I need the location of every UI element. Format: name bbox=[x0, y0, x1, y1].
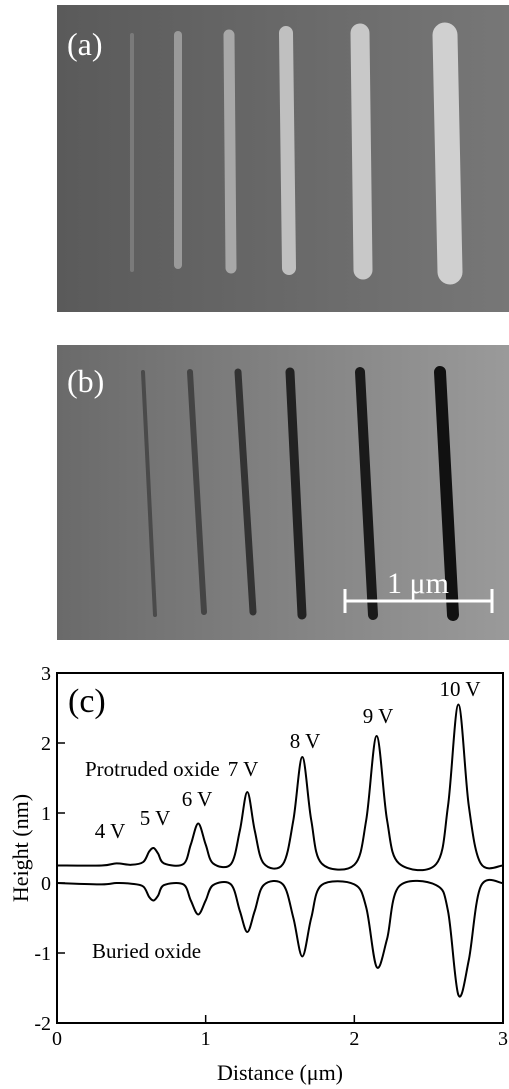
annotation: 10 V bbox=[439, 677, 480, 701]
panel-a: (a) bbox=[57, 5, 509, 312]
annotation: 8 V bbox=[290, 729, 321, 753]
panel-label: (a) bbox=[67, 26, 103, 62]
x-tick-label: 2 bbox=[349, 1028, 359, 1050]
y-tick-label: -2 bbox=[34, 1013, 51, 1035]
panel-c: -2 -1 0 1 2 3 0 1 2 3 Distance (μm) Height (nm) (c) 4… bbox=[8, 663, 508, 1085]
y-axis-label: Height (nm) bbox=[8, 794, 33, 902]
x-tick-label: 1 bbox=[201, 1028, 211, 1050]
plot-frame bbox=[57, 673, 503, 1023]
page: (a) (b) 1 μm -2 -1 0 1 2 3 0 1 2 3 Distance (μm) He… bbox=[0, 0, 509, 1089]
annotation: Buried oxide bbox=[92, 939, 201, 963]
x-tick-label: 3 bbox=[498, 1028, 508, 1050]
panel-label: (c) bbox=[68, 683, 106, 720]
y-tick-label: -1 bbox=[34, 943, 51, 965]
annotation: 4 V bbox=[95, 819, 126, 843]
panel-b: (b) 1 μm bbox=[57, 345, 509, 640]
data-line bbox=[57, 705, 503, 871]
annotation: 6 V bbox=[182, 787, 213, 811]
panel-label: (b) bbox=[67, 363, 104, 399]
annotation: 9 V bbox=[363, 704, 394, 728]
y-tick-label: 3 bbox=[41, 663, 51, 685]
figure: (a) (b) 1 μm -2 -1 0 1 2 3 0 1 2 3 Distance (μm) He… bbox=[0, 0, 509, 1089]
y-tick-label: 1 bbox=[41, 803, 51, 825]
annotation: Protruded oxide bbox=[85, 757, 220, 781]
scale-bar-label: 1 μm bbox=[387, 567, 449, 600]
x-tick-label: 0 bbox=[52, 1028, 62, 1050]
annotation: 7 V bbox=[228, 757, 259, 781]
y-tick-label: 2 bbox=[41, 733, 51, 755]
annotation: 5 V bbox=[140, 806, 171, 830]
y-tick-label: 0 bbox=[41, 873, 51, 895]
x-axis-label: Distance (μm) bbox=[217, 1060, 343, 1085]
